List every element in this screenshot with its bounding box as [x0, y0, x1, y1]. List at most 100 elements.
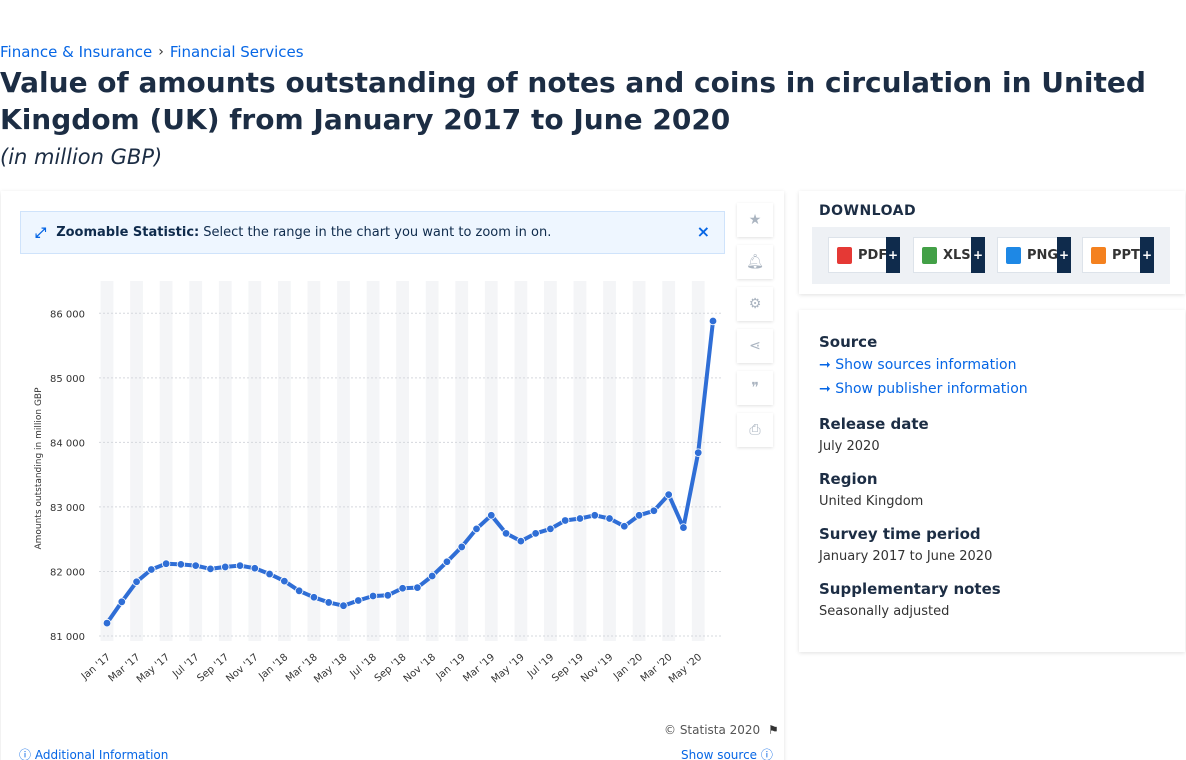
settings-button[interactable]: ⚙ [737, 287, 773, 321]
notification-button[interactable]: 🔔︎ [737, 245, 773, 279]
grid-band [514, 281, 528, 641]
share-button[interactable]: ⋖ [737, 329, 773, 363]
show-sources-link[interactable]: ➞ Show sources information [819, 357, 1016, 373]
data-point [102, 618, 112, 628]
release-date-heading: Release date [819, 415, 929, 433]
x-tick-label: May '20 [667, 652, 704, 686]
grid-band [396, 281, 409, 641]
y-tick-label: 81 000 [50, 632, 85, 643]
download-xls-button[interactable]: XLS + [913, 237, 985, 273]
close-icon[interactable]: × [696, 222, 710, 241]
data-point [309, 593, 319, 602]
data-point [383, 591, 393, 600]
grid-band [100, 281, 114, 641]
data-point [206, 564, 215, 574]
data-point [442, 557, 452, 566]
show-source-label: Show source [681, 748, 758, 760]
data-point [280, 576, 289, 586]
grid-band [366, 281, 380, 641]
y-tick-label: 83 000 [50, 503, 85, 514]
breadcrumb-finance-link[interactable]: Finance & Insurance [0, 43, 153, 61]
data-point [649, 506, 659, 515]
data-point [191, 561, 200, 570]
download-ppt-label: PPT [1112, 247, 1140, 263]
download-xls-label: XLS [943, 247, 971, 263]
data-point [531, 529, 540, 538]
data-point [354, 596, 363, 605]
data-point [368, 591, 378, 601]
download-bar: PDF + XLS + PNG + PPT + [812, 227, 1170, 284]
grid-band [603, 281, 616, 641]
arrow-right-icon: ➞ [819, 381, 831, 397]
data-point [501, 529, 511, 538]
grid-band [484, 281, 498, 641]
data-point [546, 524, 555, 534]
breadcrumb-financial-services-link[interactable]: Financial Services [169, 43, 304, 61]
grid-band [159, 281, 173, 641]
data-point [250, 564, 260, 573]
show-publisher-label: Show publisher information [835, 381, 1028, 397]
download-ppt-button[interactable]: PPT + [1082, 237, 1154, 273]
grid-band [573, 281, 587, 641]
data-point [634, 511, 644, 520]
download-png-button[interactable]: PNG + [997, 237, 1071, 273]
download-pdf-button[interactable]: PDF + [828, 237, 900, 273]
data-point [117, 597, 126, 606]
statistic-info-card: Source ➞ Show sources information ➞ Show… [799, 310, 1185, 652]
data-point [324, 598, 333, 607]
region-value: United Kingdom [819, 494, 924, 509]
chart-card: ⤢ Zoomable Statistic: Select the range i… [1, 191, 784, 760]
data-point [679, 523, 688, 532]
quote-icon: ❞ [751, 380, 759, 396]
grid-band [189, 281, 203, 641]
plus-icon: + [1140, 237, 1154, 273]
line-chart[interactable]: 81 000 82 000 83 000 84 000 85 000 86 000 Amou… [1, 266, 741, 696]
show-sources-label: Show sources information [835, 357, 1017, 373]
data-point [339, 601, 348, 610]
data-point [161, 559, 171, 568]
data-point [147, 565, 156, 574]
breadcrumb-separator: › [158, 44, 164, 60]
cite-button[interactable]: ❞ [737, 371, 773, 405]
show-publisher-link[interactable]: ➞ Show publisher information [819, 381, 1028, 397]
x-tick-label: Nov '19 [579, 652, 615, 685]
additional-information-label: Additional Information [34, 748, 169, 760]
data-point [398, 584, 407, 593]
flag-icon[interactable]: ⚑ [768, 723, 779, 737]
gear-icon: ⚙ [748, 296, 762, 312]
xls-file-icon [922, 246, 937, 264]
data-point [620, 522, 629, 531]
data-point [221, 562, 230, 572]
additional-information-link[interactable]: ⓘ Additional Information [19, 746, 168, 760]
data-point [176, 560, 186, 569]
y-tick-label: 84 000 [50, 438, 85, 449]
plus-icon: + [886, 237, 900, 273]
grid-band [544, 281, 557, 641]
copyright-text: © Statista 2020 [664, 723, 761, 737]
show-source-link[interactable]: Show source ⓘ [681, 746, 773, 760]
zoom-banner: ⤢ Zoomable Statistic: Select the range i… [20, 211, 725, 254]
copyright: © Statista 2020 ⚑ [664, 723, 779, 737]
download-pdf-label: PDF [858, 247, 888, 263]
data-point [472, 524, 481, 534]
grid-band [425, 281, 439, 641]
download-title: DOWNLOAD [819, 203, 917, 219]
data-point [575, 514, 585, 523]
x-tick-label: May '19 [490, 652, 527, 686]
data-point [694, 448, 703, 457]
share-icon: ⋖ [749, 338, 761, 354]
grid-band [662, 281, 676, 641]
grid-band [277, 281, 291, 641]
print-button[interactable]: ⎙ [737, 413, 773, 447]
favorite-button[interactable]: ★ [737, 203, 773, 237]
breadcrumb: Finance & Insurance › Financial Services [0, 43, 304, 61]
info-icon: ⓘ [19, 748, 32, 760]
grid-band [218, 281, 232, 641]
x-tick-label: Nov '17 [224, 652, 260, 685]
data-point [560, 516, 570, 525]
x-tick-label: May '17 [135, 652, 172, 686]
data-point [664, 490, 673, 499]
info-icon: ⓘ [760, 748, 773, 760]
arrow-right-icon: ➞ [819, 357, 831, 373]
y-tick-label: 86 000 [50, 309, 85, 320]
